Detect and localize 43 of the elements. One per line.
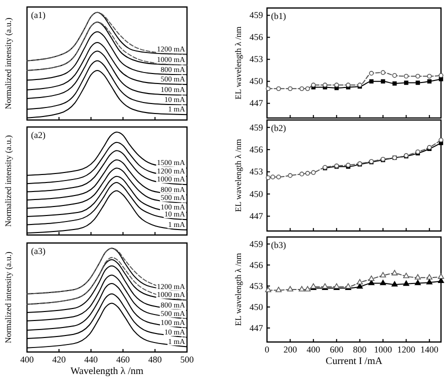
x-tick-label: 800 <box>353 344 368 354</box>
y-axis-title: EL wavelength λ /nm <box>233 252 243 326</box>
y-axis-title: EL wavelength λ /nm <box>233 138 243 212</box>
x-axis-title: Wavelength λ /nm <box>70 366 144 377</box>
y-tick-label: 447 <box>250 322 264 333</box>
annotation: (a2) <box>31 130 46 140</box>
y-axis-title: Normalized intensity (a.u.) <box>3 135 13 227</box>
y-tick-label: 456 <box>250 144 264 154</box>
y-tick-label: 450 <box>250 76 264 86</box>
y-tick-label: 450 <box>250 302 264 312</box>
y-tick-label: 456 <box>250 260 264 270</box>
y-axis-title: EL wavelength λ /nm <box>233 26 243 100</box>
x-tick-label: 400 <box>20 354 34 364</box>
y-tick-label: 450 <box>250 188 264 199</box>
y-axis-title: Normalized intensity (a.u.) <box>3 252 13 344</box>
annotation: (b2) <box>271 123 286 133</box>
y-tick-label: 447 <box>250 98 264 108</box>
x-tick-label: 480 <box>148 354 162 364</box>
x-tick-label: 460 <box>116 354 130 364</box>
x-tick-label: 440 <box>84 354 98 364</box>
x-tick-label: 1400 <box>420 344 439 354</box>
x-tick-label: 1200 <box>397 344 416 354</box>
x-axis-title: Current I /mA <box>326 356 384 367</box>
y-tick-label: 453 <box>250 54 264 64</box>
y-tick-label: 453 <box>250 166 264 177</box>
x-tick-label: 0 <box>264 344 270 354</box>
y-tick-label: 447 <box>250 211 264 222</box>
y-tick-label: 453 <box>250 280 264 291</box>
x-tick-label: 1000 <box>374 344 392 354</box>
annotation: (b1) <box>271 11 286 21</box>
y-tick-label: 459 <box>250 238 264 249</box>
annotation: (a1) <box>31 10 46 20</box>
x-tick-label: 500 <box>180 354 194 364</box>
y-axis-title: Normalized intensity (a.u.) <box>3 18 13 110</box>
y-tick-label: 459 <box>250 10 264 20</box>
x-tick-label: 420 <box>52 354 66 364</box>
y-tick-label: 456 <box>250 32 264 42</box>
x-tick-label: 400 <box>306 344 321 354</box>
x-tick-label: 600 <box>330 344 344 354</box>
annotation: (b3) <box>271 240 286 250</box>
x-tick-label: 200 <box>283 344 298 354</box>
annotation: (a3) <box>31 246 46 256</box>
y-tick-label: 459 <box>250 122 264 132</box>
